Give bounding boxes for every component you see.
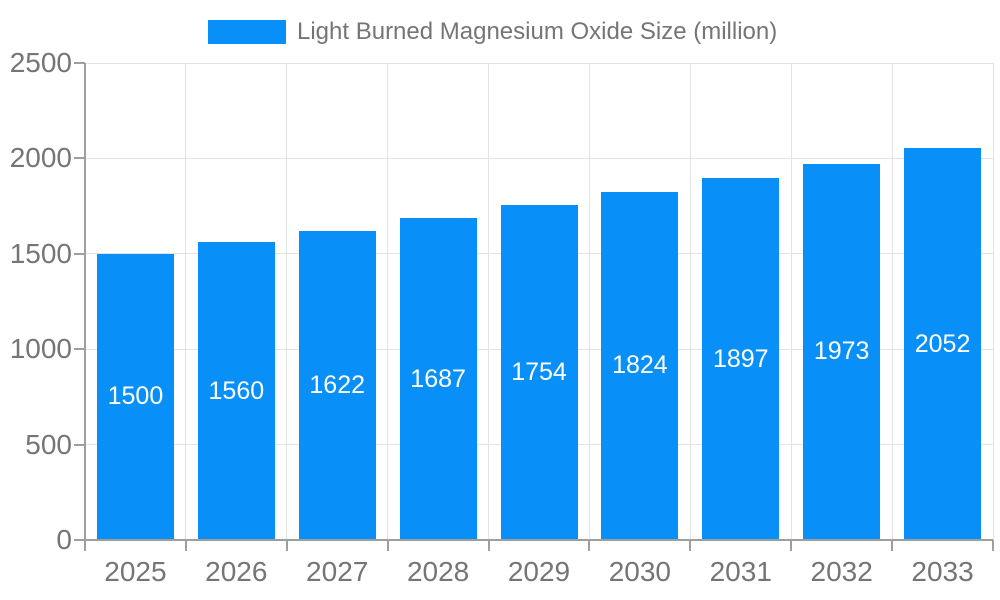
x-axis-label: 2027 — [306, 556, 369, 587]
bar-2033[interactable]: 2052 — [904, 148, 982, 540]
x-axis-tick — [386, 540, 389, 551]
bar-value-label: 1687 — [410, 364, 466, 393]
x-axis-tick — [184, 540, 187, 551]
bar-value-label: 1973 — [813, 337, 870, 366]
y-axis-tick — [74, 62, 85, 64]
x-axis-tick — [588, 540, 591, 551]
y-axis-label: 2000 — [9, 142, 72, 174]
gridline-vertical — [387, 63, 389, 540]
gridline-vertical — [689, 63, 691, 540]
y-axis-tick — [74, 157, 85, 160]
bar-value-label: 1500 — [107, 382, 164, 411]
bar-2031[interactable]: 1897 — [702, 178, 780, 540]
bar-2032[interactable]: 1973 — [803, 163, 881, 540]
bar-2027[interactable]: 1622 — [298, 230, 376, 540]
y-axis-label: 500 — [25, 428, 72, 460]
y-axis-line — [84, 63, 86, 540]
y-axis-tick — [74, 348, 85, 351]
x-axis-tick — [790, 540, 793, 551]
gridline-vertical — [588, 63, 590, 540]
y-axis-tick — [74, 539, 85, 541]
y-axis-label: 0 — [56, 524, 72, 555]
y-axis-label: 1500 — [9, 237, 72, 269]
gridline-horizontal — [85, 62, 993, 64]
y-axis-label: 2500 — [9, 47, 72, 78]
bar-2025[interactable]: 1500 — [96, 253, 174, 540]
x-axis-label: 2030 — [608, 556, 672, 587]
x-axis-tick — [992, 540, 994, 551]
x-axis-label: 2028 — [406, 556, 470, 587]
x-axis-tick — [689, 540, 692, 551]
bar-2028[interactable]: 1687 — [399, 218, 477, 540]
bar-value-label: 1897 — [712, 344, 769, 373]
gridline-horizontal — [85, 157, 993, 159]
x-axis-label: 2025 — [104, 556, 167, 587]
bar-2030[interactable]: 1824 — [601, 191, 679, 540]
bar-value-label: 1754 — [511, 358, 567, 387]
legend-swatch — [208, 20, 286, 44]
y-axis-label: 1000 — [9, 333, 72, 365]
x-axis-tick — [891, 540, 894, 551]
x-axis-label: 2031 — [709, 556, 772, 587]
y-axis-tick — [74, 443, 85, 446]
gridline-vertical — [992, 63, 994, 540]
gridline-vertical — [790, 63, 792, 540]
bar-value-label: 2052 — [914, 329, 971, 358]
gridline-vertical — [891, 63, 893, 540]
x-axis-label: 2029 — [507, 556, 571, 587]
bar-2029[interactable]: 1754 — [500, 205, 578, 540]
gridline-vertical — [286, 63, 288, 540]
y-axis-tick — [74, 252, 85, 255]
bar-2026[interactable]: 1560 — [197, 242, 275, 540]
gridline-vertical — [185, 63, 187, 540]
bar-value-label: 1622 — [309, 370, 366, 399]
bar-value-label: 1824 — [612, 351, 668, 380]
x-axis-label: 2026 — [205, 556, 268, 587]
x-axis-tick — [487, 540, 490, 551]
x-axis-line — [85, 539, 993, 541]
legend-label: Light Burned Magnesium Oxide Size (milli… — [297, 18, 778, 45]
x-axis-tick — [84, 540, 86, 551]
bar-value-label: 1560 — [208, 376, 265, 405]
chart-legend[interactable]: Light Burned Magnesium Oxide Size (milli… — [208, 20, 777, 44]
x-axis-label: 2032 — [810, 556, 873, 587]
x-axis-label: 2033 — [911, 556, 974, 587]
x-axis-tick — [285, 540, 288, 551]
gridline-vertical — [488, 63, 490, 540]
